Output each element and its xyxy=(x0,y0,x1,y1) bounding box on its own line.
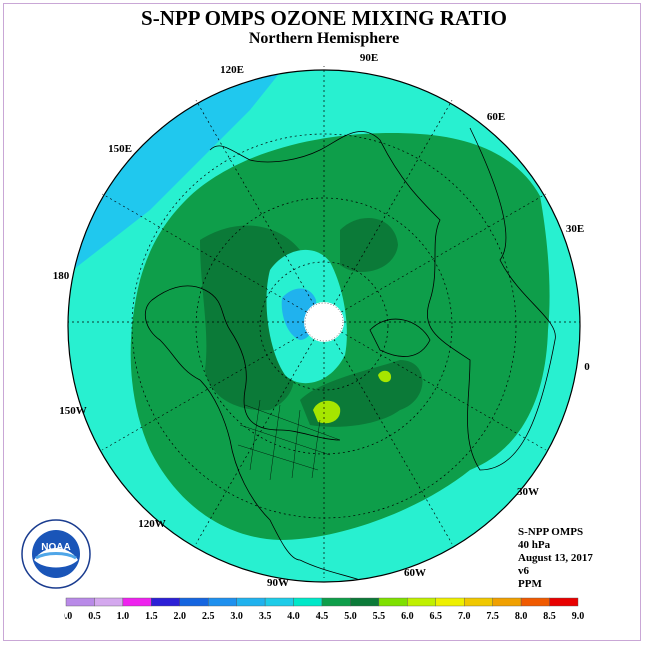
colorbar-tick-label: 2.5 xyxy=(202,611,215,622)
colorbar-tick-label: 1.0 xyxy=(117,611,129,622)
info-instrument: S-NPP OMPS xyxy=(518,526,584,538)
caribbean-coastline xyxy=(299,559,361,581)
colorbar-swatch-7.5 xyxy=(492,597,522,607)
colorbar-swatch-3.5 xyxy=(264,597,294,607)
colorbar-swatch-0.0 xyxy=(65,597,95,607)
meridian-30 xyxy=(333,339,453,544)
meridian-300 xyxy=(102,331,307,451)
ozone-band-4.5-5.0-siberia xyxy=(340,218,398,273)
colorbar-tick-label: 2.0 xyxy=(174,611,187,622)
info-level: 40 hPa xyxy=(518,539,551,551)
colorbar-swatch-6.5 xyxy=(435,597,465,607)
product-info: S-NPP OMPS 40 hPa August 13, 2017 v6 PPM xyxy=(518,526,593,591)
colorbar-swatch-5.0 xyxy=(350,597,380,607)
colorbar-tick-label: 0.5 xyxy=(88,611,101,622)
figure-border xyxy=(3,3,641,641)
ozone-peak-canada xyxy=(313,400,341,424)
eurasia-coastline xyxy=(209,127,556,471)
lon-label-30e: 30E xyxy=(566,223,584,235)
north-america-coastline xyxy=(144,285,341,561)
meridian-240 xyxy=(102,193,307,313)
noaa-logo: NOAA xyxy=(21,519,91,589)
map-title: S-NPP OMPS OZONE MIXING RATIO xyxy=(141,6,507,30)
lon-label-120w: 120W xyxy=(138,518,166,530)
pole-stipple xyxy=(304,302,344,342)
colorbar-tick-label: 7.0 xyxy=(458,611,471,622)
colorbar: 0.0 0.5 1.0 1.5 2.0 2.5 3.0 3.5 4.0 4.5 5.0 5.5 6.0 6… xyxy=(64,597,584,622)
colorbar-swatch-0.5 xyxy=(94,597,124,607)
colorbar-swatch-1.0 xyxy=(122,597,152,607)
meridian-150 xyxy=(333,100,453,305)
ozone-peak-atlantic xyxy=(378,370,392,383)
meridian-330 xyxy=(195,339,315,544)
lon-label-150e: 150E xyxy=(108,143,132,155)
colorbar-tick-label: 4.0 xyxy=(287,611,300,622)
info-date: August 13, 2017 xyxy=(518,552,593,564)
colorbar-tick-label: 8.0 xyxy=(515,611,528,622)
lon-label-90w: 90W xyxy=(267,577,289,589)
colorbar-swatch-1.5 xyxy=(151,597,180,607)
colorbar-tick-label: 0.0 xyxy=(64,611,72,622)
meridians xyxy=(68,66,580,578)
colorbar-tick-label: 1.5 xyxy=(145,611,158,622)
colorbar-swatches xyxy=(65,597,579,607)
colorbar-tick-label: 5.5 xyxy=(373,611,386,622)
map-boundary xyxy=(67,69,581,583)
lon-label-0: 0 xyxy=(584,361,590,373)
colorbar-tick-label: 4.5 xyxy=(316,611,329,622)
colorbar-tick-label: 9.0 xyxy=(572,611,585,622)
lon-label-60w: 60W xyxy=(404,567,426,579)
colorbar-swatch-3.0 xyxy=(236,597,266,607)
colorbar-tick-label: 5.0 xyxy=(344,611,357,622)
greenland-coastline xyxy=(369,318,431,357)
colorbar-tick-label: 7.5 xyxy=(486,611,499,622)
lon-label-30w: 30W xyxy=(517,486,539,498)
lon-label-90e: 90E xyxy=(360,52,378,64)
lon-label-150w: 150W xyxy=(59,405,87,417)
colorbar-swatch-8.5 xyxy=(549,597,579,607)
colorbar-swatch-4.0 xyxy=(293,597,323,607)
info-units: PPM xyxy=(518,578,542,590)
colorbar-tick-label: 6.0 xyxy=(401,611,414,622)
colorbar-labels: 0.0 0.5 1.0 1.5 2.0 2.5 3.0 3.5 4.0 4.5 5.0 5.5 6.0 6… xyxy=(64,611,584,622)
colorbar-swatch-2.0 xyxy=(179,597,209,607)
map-subtitle: Northern Hemisphere xyxy=(248,30,400,47)
colorbar-swatch-2.5 xyxy=(208,597,237,607)
lon-label-60e: 60E xyxy=(487,111,505,123)
meridian-210 xyxy=(195,100,315,305)
lon-label-180: 180 xyxy=(53,270,70,282)
meridian-120 xyxy=(341,193,546,313)
noaa-logo-text: NOAA xyxy=(41,542,70,553)
coastlines xyxy=(144,127,556,581)
colorbar-swatch-5.5 xyxy=(378,597,408,607)
colorbar-swatch-7.0 xyxy=(464,597,493,607)
colorbar-swatch-6.0 xyxy=(407,597,436,607)
colorbar-swatch-4.5 xyxy=(321,597,351,607)
ozone-field xyxy=(68,70,580,582)
colorbar-swatch-8.0 xyxy=(520,597,550,607)
colorbar-tick-label: 6.5 xyxy=(430,611,443,622)
colorbar-tick-label: 3.0 xyxy=(230,611,243,622)
missing-data-pole xyxy=(304,302,344,342)
colorbar-tick-label: 8.5 xyxy=(543,611,556,622)
usa-states xyxy=(237,399,341,481)
info-version: v6 xyxy=(518,565,529,577)
meridian-60 xyxy=(341,331,546,451)
lon-label-120e: 120E xyxy=(220,64,244,76)
colorbar-tick-label: 3.5 xyxy=(259,611,272,622)
